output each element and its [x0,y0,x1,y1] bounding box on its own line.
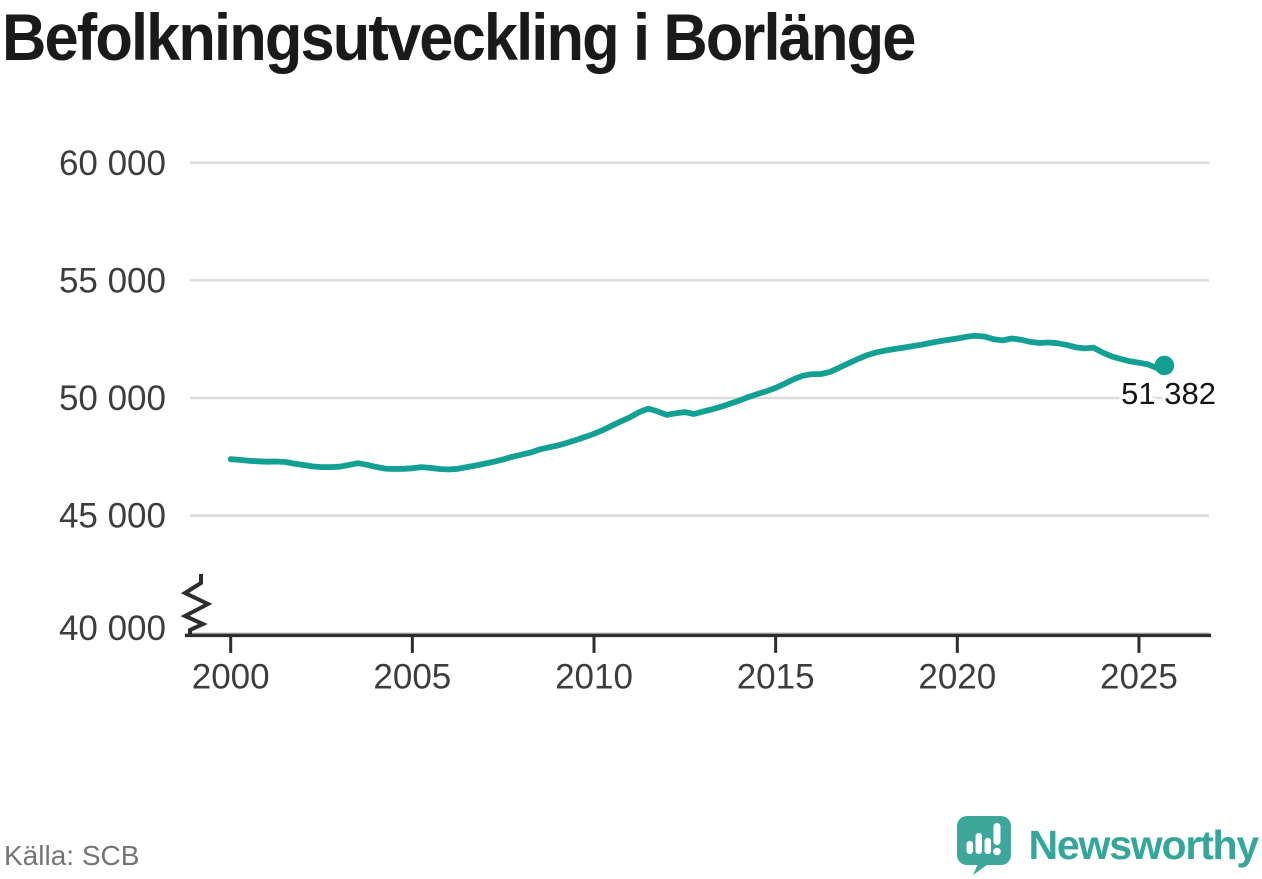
x-tick-label: 2000 [192,657,270,696]
end-point-marker [1154,355,1175,376]
end-value-label: 51 382 [1121,376,1216,411]
population-line [227,332,1168,473]
x-tick-label: 2010 [555,657,633,696]
chart-title: Befolkningsutveckling i Borlänge [2,0,916,74]
axis-break-icon [180,574,213,637]
newsworthy-icon [956,816,1011,875]
x-tick-label: 2005 [373,657,451,696]
exclamation-bar [993,823,1000,845]
exclamation-dot [992,847,1001,856]
source-note: Källa: SCB [4,840,140,871]
bar-1 [966,841,973,854]
y-tick-label: 40 000 [59,609,166,648]
y-tick-label: 45 000 [59,497,166,536]
bar-3 [984,838,991,854]
newsworthy-wordmark: Newsworthy [1028,822,1260,868]
x-tick-label: 2020 [918,657,996,696]
speech-bubble-shape [956,816,1011,875]
bar-2 [975,833,982,854]
y-tick-label: 60 000 [59,144,166,183]
y-tick-label: 55 000 [59,261,166,300]
x-tick-label: 2025 [1100,657,1178,696]
y-tick-label: 50 000 [59,379,166,418]
newsworthy-logo: Newsworthy [954,814,1259,876]
x-tick-label: 2015 [737,657,815,696]
